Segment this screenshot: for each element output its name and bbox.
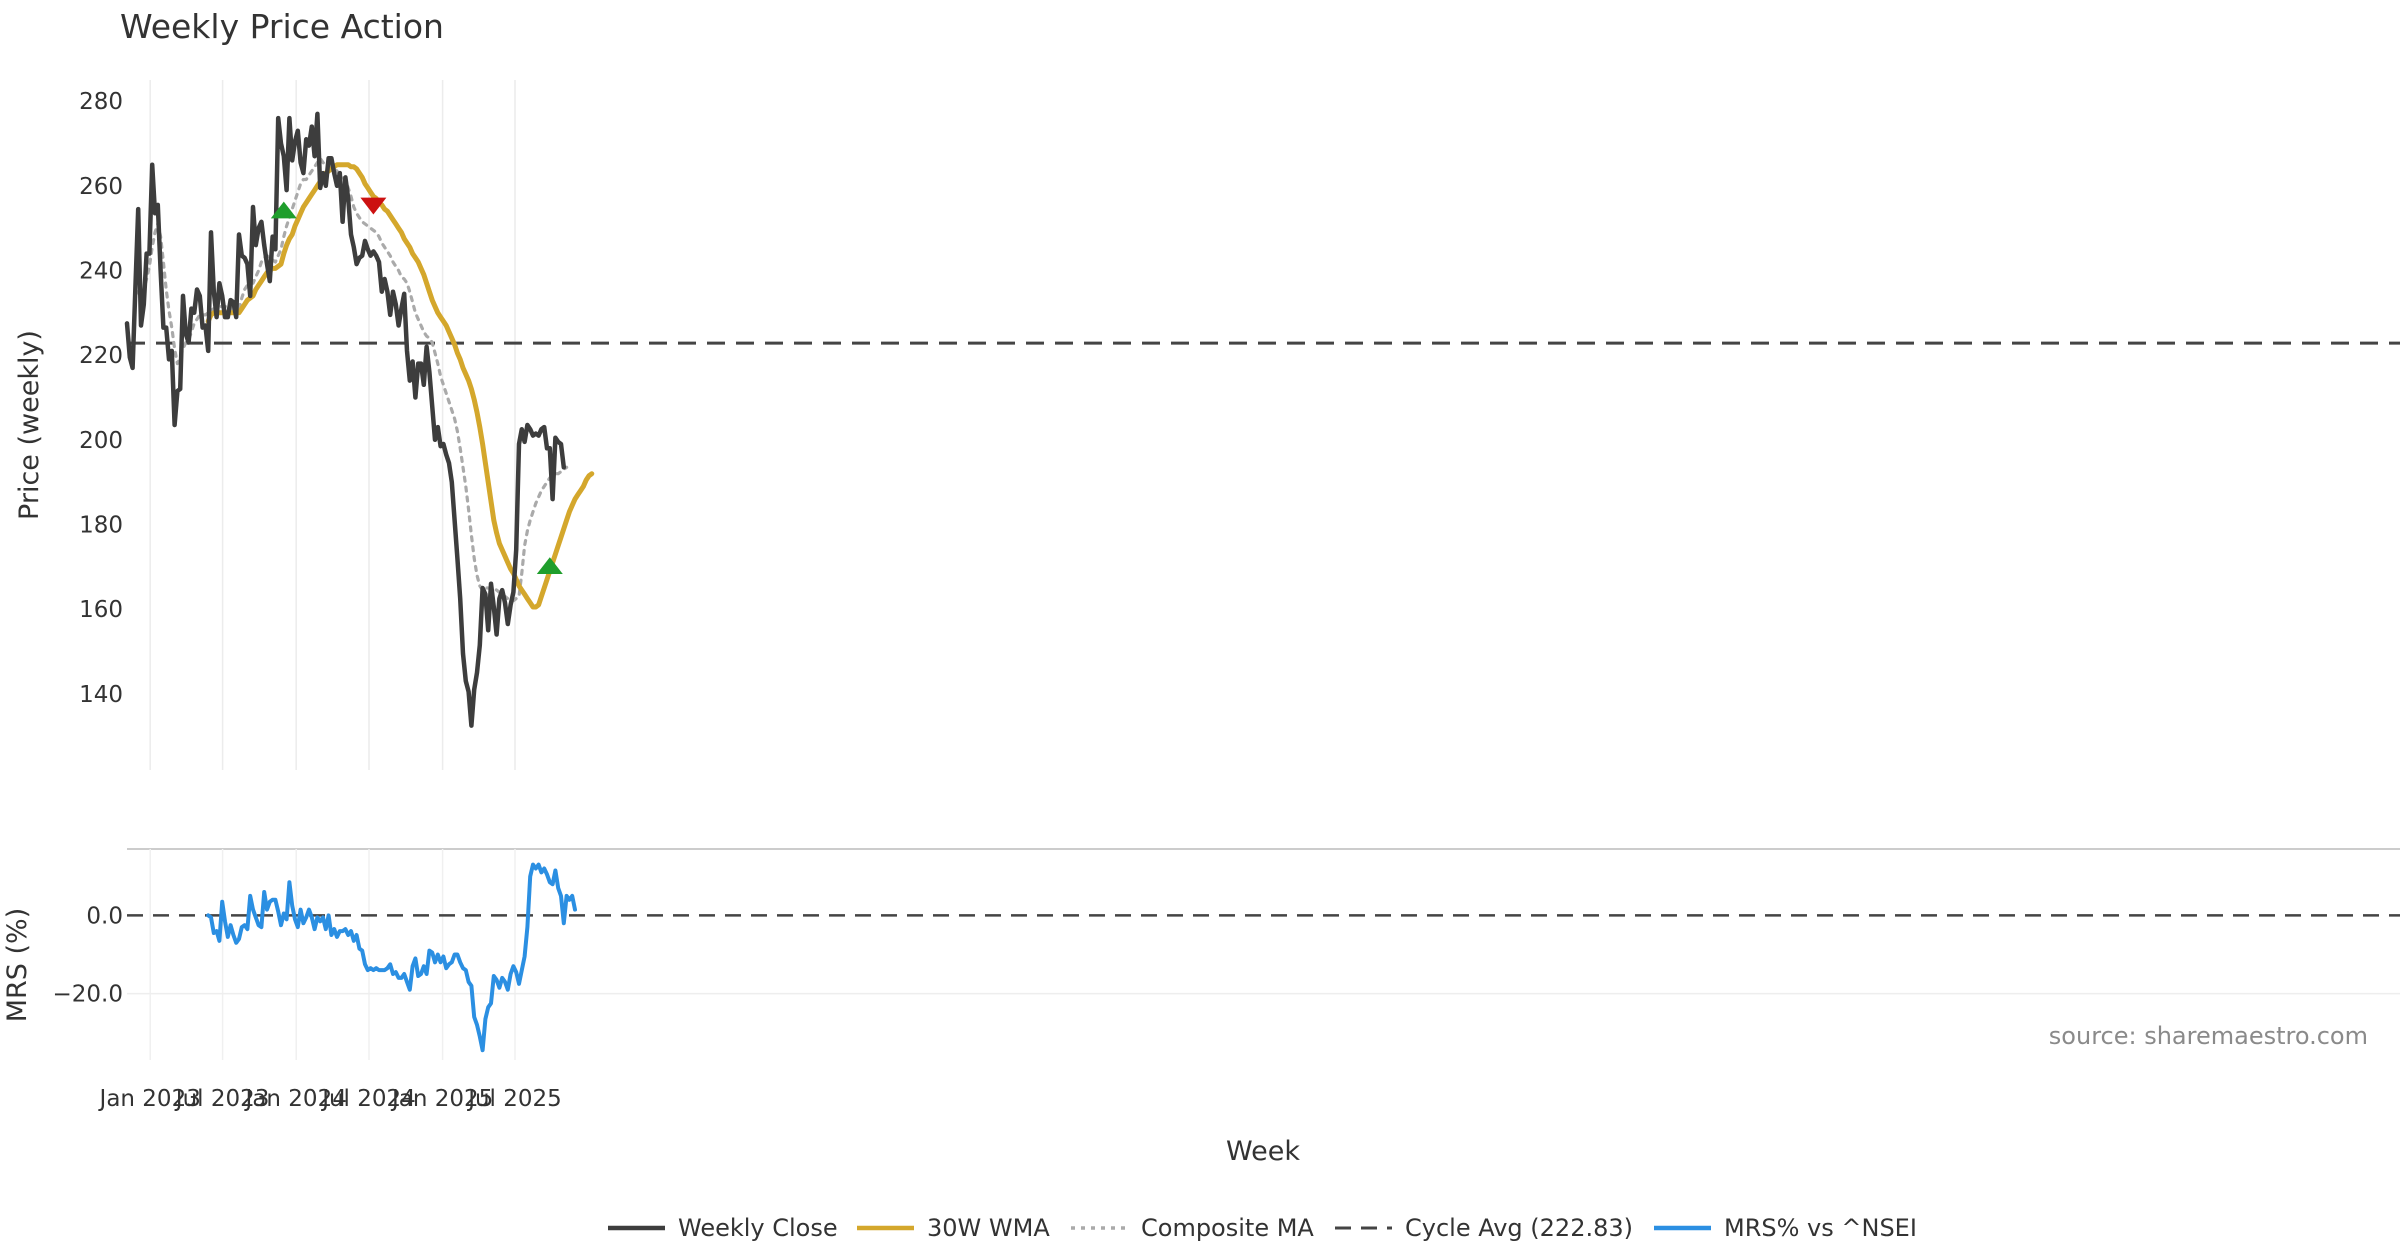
price-y-tick-label: 220 <box>79 343 123 369</box>
30w-wma-line <box>205 162 595 610</box>
legend-item: MRS% vs ^NSEI <box>1654 1214 1917 1242</box>
x-tick-label: Jan 2025 <box>390 1086 493 1112</box>
legend-label: Cycle Avg (222.83) <box>1405 1214 1633 1242</box>
x-tick-label: Jan 2023 <box>98 1086 201 1112</box>
mrs-grid <box>127 849 2400 1060</box>
source-attribution: source: sharemaestro.com <box>2049 1022 2368 1050</box>
chart-title: Weekly Price Action <box>120 7 444 46</box>
price-y-ticks: 140 160 180 200 220 240 260 280 <box>79 89 123 708</box>
buy-signal-marker <box>270 201 297 219</box>
price-y-tick-label: 260 <box>79 174 123 200</box>
x-tick-label: Jul 2023 <box>174 1086 270 1112</box>
price-y-tick-label: 240 <box>79 258 123 284</box>
legend-item: Cycle Avg (222.83) <box>1335 1214 1633 1242</box>
mrs-y-tick-label: −20.0 <box>53 982 123 1008</box>
legend: Weekly Close 30W WMA Composite MA Cycle Avg… <box>608 1214 1917 1242</box>
legend-label: MRS% vs ^NSEI <box>1724 1214 1917 1242</box>
mrs-y-axis-label: MRS (%) <box>2 908 33 1023</box>
price-y-tick-label: 160 <box>79 597 123 623</box>
legend-label: Weekly Close <box>678 1214 838 1242</box>
buy-signal-marker <box>536 557 563 575</box>
price-series-layer <box>124 111 595 728</box>
price-y-tick-label: 200 <box>79 428 123 454</box>
legend-label: Composite MA <box>1141 1214 1314 1242</box>
mrs-y-tick-label: 0.0 <box>86 903 123 929</box>
price-y-tick-label: 180 <box>79 512 123 538</box>
mrs-line <box>206 862 577 1053</box>
price-y-tick-label: 280 <box>79 89 123 115</box>
mrs-y-ticks: 0.0 −20.0 <box>53 903 123 1007</box>
signal-markers <box>270 197 563 575</box>
x-tick-label: Jul 2024 <box>320 1086 416 1112</box>
price-y-axis-label: Price (weekly) <box>14 330 45 520</box>
x-axis-label: Week <box>1226 1136 1300 1167</box>
legend-item: 30W WMA <box>857 1214 1050 1242</box>
price-y-tick-label: 140 <box>79 682 123 708</box>
legend-label: 30W WMA <box>927 1214 1050 1242</box>
price-grid <box>149 80 516 770</box>
mrs-series-layer <box>206 862 577 1053</box>
legend-item: Composite MA <box>1071 1214 1314 1242</box>
weekly-close-line <box>124 111 567 728</box>
legend-item: Weekly Close <box>608 1214 838 1242</box>
x-tick-label: Jan 2024 <box>244 1086 347 1112</box>
sell-signal-marker <box>360 197 387 215</box>
x-tick-label: Jul 2025 <box>466 1086 562 1112</box>
